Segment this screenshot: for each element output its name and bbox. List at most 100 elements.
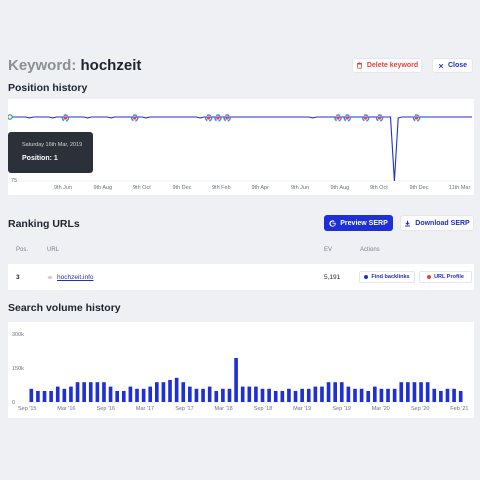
volume-bar[interactable] bbox=[425, 382, 430, 402]
volume-bar[interactable] bbox=[36, 391, 40, 402]
volume-bar[interactable] bbox=[207, 386, 212, 402]
google-update-marker-icon[interactable] bbox=[131, 114, 139, 122]
volume-bar[interactable] bbox=[366, 391, 371, 402]
volume-bar[interactable] bbox=[234, 358, 238, 402]
preview-serp-button[interactable]: Preview SERP bbox=[324, 215, 393, 231]
volume-bar[interactable] bbox=[214, 391, 219, 402]
volume-bar[interactable] bbox=[432, 388, 437, 402]
volume-bar[interactable] bbox=[221, 388, 225, 402]
volume-bar[interactable] bbox=[121, 391, 126, 402]
volume-bar[interactable] bbox=[373, 386, 377, 402]
volume-bar[interactable] bbox=[452, 388, 456, 402]
volume-bar[interactable] bbox=[419, 382, 423, 402]
url-profile-button[interactable]: URL Profile bbox=[419, 271, 472, 283]
volume-bar[interactable] bbox=[240, 386, 245, 402]
volume-bar[interactable] bbox=[326, 382, 331, 402]
volume-bar[interactable] bbox=[141, 388, 146, 402]
find-backlinks-button[interactable]: Find backlinks bbox=[359, 271, 415, 283]
volume-bar[interactable] bbox=[353, 388, 357, 402]
volume-bar[interactable] bbox=[181, 382, 186, 402]
volume-bar[interactable] bbox=[29, 388, 34, 402]
volume-bar[interactable] bbox=[333, 382, 337, 402]
google-update-marker-icon[interactable] bbox=[362, 114, 370, 122]
volume-bar[interactable] bbox=[386, 388, 390, 402]
google-update-marker-icon[interactable] bbox=[214, 114, 222, 122]
preview-serp-label: Preview SERP bbox=[340, 219, 388, 227]
volume-bar[interactable] bbox=[88, 382, 93, 402]
volume-bar[interactable] bbox=[293, 391, 298, 402]
position-history-chart[interactable] bbox=[8, 99, 474, 195]
volume-bar[interactable] bbox=[188, 386, 192, 402]
volume-bar[interactable] bbox=[412, 382, 417, 402]
volume-bar[interactable] bbox=[49, 391, 53, 402]
volume-bar[interactable] bbox=[313, 386, 318, 402]
volume-bar[interactable] bbox=[399, 382, 404, 402]
volume-bar[interactable] bbox=[300, 388, 304, 402]
volume-bar[interactable] bbox=[254, 386, 258, 402]
volume-bar[interactable] bbox=[42, 391, 47, 402]
volume-x-tick-label: Sep '17 bbox=[175, 406, 194, 412]
volume-bar[interactable] bbox=[194, 388, 199, 402]
position-series-line bbox=[10, 116, 472, 182]
volume-bar[interactable] bbox=[82, 382, 86, 402]
position-x-tick-label: 9th Jun bbox=[291, 185, 310, 191]
volume-bar[interactable] bbox=[227, 388, 232, 402]
volume-bar[interactable] bbox=[273, 391, 278, 402]
volume-bar[interactable] bbox=[75, 382, 80, 402]
google-update-marker-icon[interactable] bbox=[204, 114, 213, 122]
volume-bar[interactable] bbox=[320, 386, 324, 402]
position-x-tick-label: 9th Dec bbox=[172, 185, 192, 191]
volume-x-tick-label: Sep '18 bbox=[253, 406, 273, 412]
volume-bar[interactable] bbox=[168, 380, 172, 402]
volume-bar[interactable] bbox=[95, 382, 100, 402]
volume-bar[interactable] bbox=[55, 386, 60, 402]
volume-bar[interactable] bbox=[128, 386, 133, 402]
delete-keyword-label: Delete keyword bbox=[366, 62, 419, 69]
volume-bar[interactable] bbox=[306, 388, 311, 402]
google-update-marker-icon[interactable] bbox=[334, 114, 342, 122]
google-update-marker-icon[interactable] bbox=[375, 114, 384, 122]
volume-bar[interactable] bbox=[115, 391, 119, 402]
volume-bar[interactable] bbox=[148, 386, 153, 402]
volume-bar[interactable] bbox=[280, 391, 285, 402]
download-icon bbox=[405, 220, 411, 226]
volume-bar[interactable] bbox=[69, 386, 73, 402]
row-url-link[interactable]: hochzeit.info bbox=[57, 273, 94, 281]
google-update-marker-icon[interactable] bbox=[61, 114, 70, 122]
google-update-marker-icon[interactable] bbox=[412, 114, 421, 122]
search-volume-heading: Search volume history bbox=[8, 302, 121, 314]
volume-bar[interactable] bbox=[161, 382, 166, 402]
volume-bar[interactable] bbox=[346, 386, 351, 402]
volume-bar[interactable] bbox=[108, 386, 113, 402]
google-update-marker-icon[interactable] bbox=[223, 114, 231, 122]
volume-bar[interactable] bbox=[458, 391, 463, 402]
volume-bar[interactable] bbox=[62, 388, 67, 402]
google-update-marker-icon[interactable] bbox=[343, 114, 351, 122]
link-icon bbox=[364, 275, 369, 279]
volume-bar[interactable] bbox=[339, 382, 344, 402]
volume-bar[interactable] bbox=[247, 386, 252, 402]
volume-bar[interactable] bbox=[135, 388, 139, 402]
volume-bar[interactable] bbox=[445, 388, 450, 402]
search-volume-chart[interactable] bbox=[8, 322, 474, 418]
volume-bar[interactable] bbox=[379, 388, 384, 402]
volume-bar[interactable] bbox=[201, 388, 205, 402]
volume-bar[interactable] bbox=[174, 377, 179, 402]
close-button[interactable]: Close bbox=[432, 58, 473, 73]
volume-bar[interactable] bbox=[392, 388, 397, 402]
volume-y-label-0: 0 bbox=[12, 400, 16, 406]
volume-bar[interactable] bbox=[267, 388, 271, 402]
download-serp-button[interactable]: Download SERP bbox=[400, 215, 474, 231]
volume-bar[interactable] bbox=[260, 388, 265, 402]
row-pos: 3 bbox=[16, 273, 20, 281]
volume-bar[interactable] bbox=[359, 388, 364, 402]
volume-bar[interactable] bbox=[287, 388, 291, 402]
volume-bar[interactable] bbox=[406, 382, 410, 402]
volume-bar[interactable] bbox=[155, 382, 159, 402]
position-y-label-75: 75 bbox=[11, 178, 18, 184]
volume-bar[interactable] bbox=[102, 382, 106, 402]
volume-bar[interactable] bbox=[439, 391, 443, 402]
delete-keyword-button[interactable]: Delete keyword bbox=[352, 58, 422, 73]
volume-x-tick-label: Mar '18 bbox=[214, 406, 233, 412]
